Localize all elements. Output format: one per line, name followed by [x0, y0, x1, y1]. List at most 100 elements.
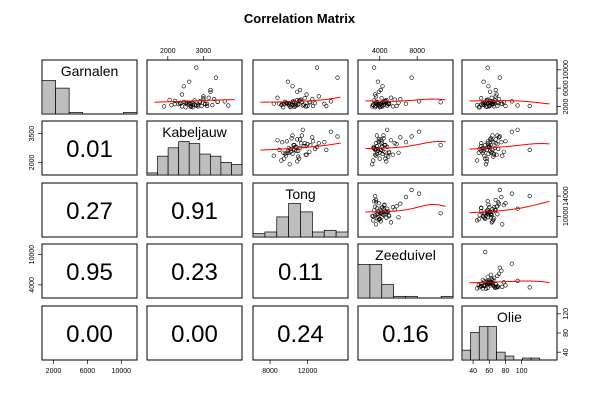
- scatter-point-kabeljauw-vs-tong: [295, 137, 300, 142]
- scatter-point-kabeljauw-vs-zeeduivel: [387, 149, 392, 154]
- scatter-point-garnalen-vs-olie: [500, 101, 505, 106]
- correlation-label-zeeduivel-tong: 0.11: [278, 259, 323, 286]
- scatter-point-garnalen-vs-kabeljauw: [215, 99, 220, 104]
- scatter-point-garnalen-vs-zeeduivel: [398, 96, 403, 102]
- histogram-bar-kabeljauw: [157, 155, 169, 176]
- scatter-point-kabeljauw-vs-zeeduivel: [409, 134, 414, 139]
- scatter-point-tong-vs-olie: [527, 194, 532, 199]
- scatter-point-garnalen-vs-kabeljauw: [213, 75, 218, 80]
- scatter-point-kabeljauw-vs-tong: [324, 147, 329, 152]
- scatter-point-garnalen-vs-zeeduivel: [374, 99, 380, 104]
- scatter-point-kabeljauw-vs-zeeduivel: [382, 149, 387, 154]
- lowess-line-garnalen-vs-zeeduivel: [365, 98, 446, 102]
- y-tick-label-right-garnalen: 10000: [563, 60, 570, 80]
- scatter-point-garnalen-vs-olie: [494, 92, 499, 97]
- histogram-bar-kabeljauw: [231, 164, 243, 176]
- scatter-point-garnalen-vs-zeeduivel: [384, 97, 389, 103]
- scatter-point-garnalen-vs-olie: [488, 89, 493, 94]
- scatter-point-tong-vs-olie: [489, 213, 494, 218]
- diagonal-label-tong: Tong: [285, 186, 315, 202]
- histogram-bar-tong: [276, 216, 289, 238]
- scatter-point-garnalen-vs-kabeljauw: [162, 104, 167, 109]
- scatter-point-tong-vs-olie: [500, 222, 505, 227]
- scatter-point-garnalen-vs-zeeduivel: [375, 79, 381, 84]
- panel-frame-zeeduivel-kabeljauw: [146, 243, 243, 299]
- scatter-point-garnalen-vs-zeeduivel: [388, 95, 394, 100]
- scatter-point-kabeljauw-vs-zeeduivel: [417, 129, 422, 134]
- correlation-label-olie-garnalen: 0.00: [66, 321, 113, 348]
- lowess-line-kabeljauw-vs-zeeduivel: [365, 140, 446, 150]
- scatter-point-kabeljauw-vs-zeeduivel: [383, 156, 388, 161]
- scatter-point-kabeljauw-vs-olie: [501, 149, 506, 154]
- scatter-point-zeeduivel-vs-olie: [488, 272, 494, 277]
- scatter-point-garnalen-vs-olie: [493, 94, 498, 99]
- scatter-point-garnalen-vs-tong: [322, 101, 327, 106]
- scatter-point-tong-vs-olie: [491, 217, 496, 222]
- correlation-label-zeeduivel-kabeljauw: 0.23: [171, 259, 218, 286]
- scatter-point-kabeljauw-vs-tong: [284, 150, 290, 155]
- scatter-point-garnalen-vs-tong: [284, 100, 290, 105]
- correlation-label-zeeduivel-garnalen: 0.95: [66, 259, 113, 286]
- scatter-point-tong-vs-zeeduivel: [381, 212, 386, 217]
- scatter-point-garnalen-vs-olie: [489, 95, 494, 100]
- lowess-line-tong-vs-olie: [469, 200, 550, 214]
- scatter-point-garnalen-vs-kabeljauw: [179, 92, 185, 97]
- scatter-point-kabeljauw-vs-olie: [475, 158, 480, 163]
- lowess-line-garnalen-vs-kabeljauw: [154, 99, 235, 103]
- histogram-bar-kabeljauw: [209, 155, 222, 176]
- scatter-point-garnalen-vs-kabeljauw: [183, 105, 188, 110]
- scatter-point-tong-vs-zeeduivel: [371, 214, 376, 219]
- histogram-bar-olie: [504, 355, 515, 361]
- y-tick-label-zeeduivel: 10000: [29, 245, 36, 265]
- y-tick-label-right-olie: 40: [563, 348, 570, 356]
- panel-frame-olie-zeeduivel: [357, 305, 454, 361]
- scatter-point-kabeljauw-vs-zeeduivel: [378, 137, 383, 142]
- scatter-point-kabeljauw-vs-zeeduivel: [396, 150, 401, 155]
- panel-frame-kabeljauw-tong: [252, 120, 349, 176]
- x-tick-label-garnalen: 6000: [80, 368, 96, 375]
- histogram-bar-kabeljauw: [178, 141, 190, 176]
- y-tick-label-zeeduivel: 4000: [29, 277, 36, 293]
- scatter-point-kabeljauw-vs-tong: [316, 141, 321, 146]
- scatter-point-tong-vs-zeeduivel: [376, 217, 381, 222]
- scatter-point-tong-vs-zeeduivel: [403, 195, 409, 200]
- scatter-point-garnalen-vs-kabeljauw: [181, 84, 186, 89]
- scatter-point-kabeljauw-vs-olie: [479, 141, 484, 146]
- scatter-point-kabeljauw-vs-zeeduivel: [373, 153, 379, 158]
- scatter-point-tong-vs-olie: [495, 204, 500, 209]
- x-tick-label-kabeljauw: 2000: [160, 48, 176, 55]
- scatter-point-kabeljauw-vs-olie: [482, 153, 487, 158]
- scatter-point-zeeduivel-vs-olie: [497, 265, 502, 270]
- scatter-point-garnalen-vs-tong: [324, 103, 329, 109]
- scatter-point-garnalen-vs-olie: [493, 87, 498, 93]
- scatter-point-kabeljauw-vs-tong: [277, 147, 282, 152]
- x-tick-label-garnalen: 10000: [112, 368, 132, 375]
- scatter-point-kabeljauw-vs-tong: [280, 140, 285, 145]
- scatter-point-kabeljauw-vs-olie: [495, 133, 500, 138]
- scatter-point-kabeljauw-vs-zeeduivel: [381, 133, 386, 138]
- panel-frame-olie-garnalen: [41, 305, 138, 361]
- histogram-bar-olie: [478, 326, 489, 361]
- scatter-point-kabeljauw-vs-zeeduivel: [438, 143, 443, 148]
- scatter-point-tong-vs-zeeduivel: [398, 201, 403, 206]
- scatter-point-kabeljauw-vs-olie: [509, 129, 515, 134]
- scatter-point-garnalen-vs-kabeljauw: [187, 79, 192, 84]
- scatter-point-garnalen-vs-olie: [509, 99, 515, 104]
- histogram-bar-tong: [252, 233, 266, 238]
- scatter-point-garnalen-vs-kabeljauw: [208, 89, 213, 94]
- scatter-point-garnalen-vs-kabeljauw: [201, 96, 206, 101]
- diagonal-label-kabeljauw: Kabeljauw: [162, 124, 227, 140]
- lowess-line-zeeduivel-vs-olie: [469, 280, 550, 284]
- lowess-line-garnalen-vs-tong: [260, 96, 341, 103]
- histogram-bar-tong: [312, 231, 325, 238]
- panel-frame-garnalen-tong: [252, 59, 349, 115]
- scatter-point-garnalen-vs-tong: [305, 103, 310, 109]
- scatter-point-tong-vs-zeeduivel: [373, 204, 378, 209]
- scatter-point-kabeljauw-vs-zeeduivel: [381, 136, 386, 141]
- scatter-point-kabeljauw-vs-tong: [288, 149, 293, 154]
- scatter-point-kabeljauw-vs-zeeduivel: [376, 140, 381, 145]
- x-tick-label-zeeduivel: 8000: [409, 48, 425, 55]
- scatter-point-garnalen-vs-zeeduivel: [409, 75, 414, 80]
- scatter-point-tong-vs-olie: [493, 208, 498, 213]
